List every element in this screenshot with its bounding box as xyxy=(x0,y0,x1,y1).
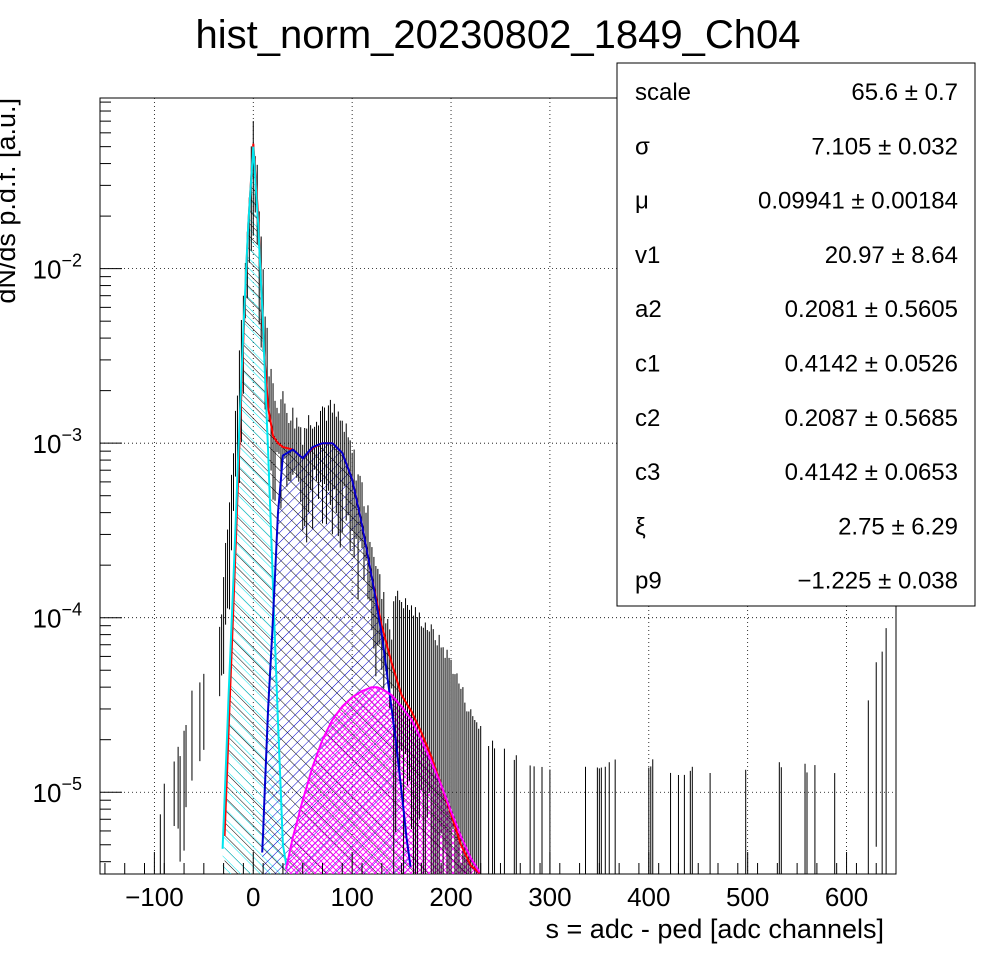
stats-param-label: scale xyxy=(635,79,691,106)
stats-param-label: v1 xyxy=(635,242,660,269)
stats-param-label: σ xyxy=(635,133,650,160)
stats-param-value: −1.225 ± 0.038 xyxy=(797,568,958,595)
stats-param-value: 7.105 ± 0.032 xyxy=(811,133,958,160)
y-tick-label: 10−5 xyxy=(33,774,82,808)
y-axis-label: dN/ds p.d.f. [a.u.] xyxy=(0,98,21,304)
fit-curve xyxy=(284,686,481,873)
fit-curve xyxy=(221,146,288,869)
fit-curve xyxy=(261,442,412,867)
data-histogram xyxy=(159,121,887,874)
x-axis-label: s = adc - ped [adc channels] xyxy=(546,914,884,944)
stats-box: scale 65.6 ± 0.7 σ 7.105 ± 0.032 μ 0.09941 ± … xyxy=(616,62,976,607)
stats-param-value: 0.2081 ± 0.5605 xyxy=(785,296,958,323)
chart-title: hist_norm_20230802_1849_Ch04 xyxy=(196,13,801,57)
stats-param-label: c1 xyxy=(635,351,660,378)
stats-param-label: c3 xyxy=(635,459,660,486)
y-tick-label: 10−2 xyxy=(33,251,82,285)
y-tick-label: 10−3 xyxy=(33,425,82,459)
fit-curves xyxy=(221,143,481,874)
stats-param-value: 0.09941 ± 0.00184 xyxy=(758,188,958,215)
stats-param-label: a2 xyxy=(635,296,662,323)
stats-param-value: 0.2087 ± 0.5685 xyxy=(785,405,958,432)
stats-param-value: 65.6 ± 0.7 xyxy=(851,79,958,106)
stats-param-value: 20.97 ± 8.64 xyxy=(825,242,958,269)
axis-ticks: −100 0 100 200 300 400 500 600 10−2 10−3 10−4 10−5 xyxy=(33,101,897,912)
stats-param-value: 0.4142 ± 0.0653 xyxy=(785,459,958,486)
x-tick-label: −100 xyxy=(125,882,184,912)
stats-param-label: μ xyxy=(635,188,649,215)
stats-param-label: ξ xyxy=(635,513,646,540)
x-tick-label: 100 xyxy=(330,882,373,912)
x-tick-label: 200 xyxy=(429,882,472,912)
x-tick-label: 300 xyxy=(528,882,571,912)
x-tick-label: 500 xyxy=(726,882,769,912)
y-tick-label: 10−4 xyxy=(33,600,82,634)
x-tick-label: 600 xyxy=(825,882,868,912)
stats-param-value: 0.4142 ± 0.0526 xyxy=(785,351,958,378)
stats-param-value: 2.75 ± 6.29 xyxy=(838,513,958,540)
stats-param-label: p9 xyxy=(635,568,662,595)
stats-param-label: c2 xyxy=(635,405,660,432)
x-tick-label: 400 xyxy=(627,882,670,912)
x-tick-label: 0 xyxy=(246,882,260,912)
